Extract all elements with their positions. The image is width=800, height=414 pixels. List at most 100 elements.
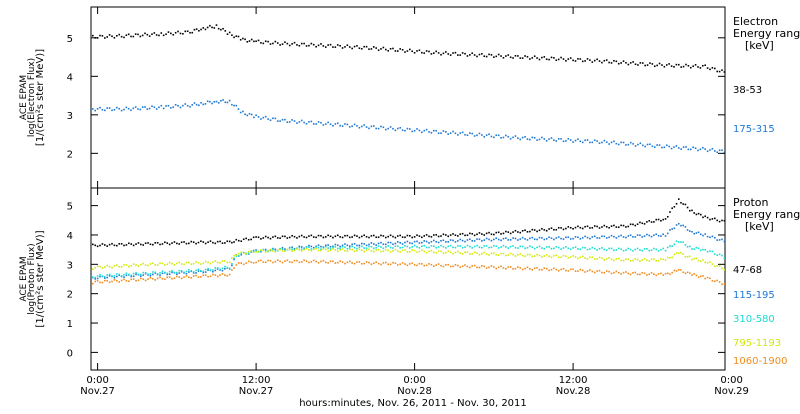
data-point xyxy=(260,250,262,253)
data-point xyxy=(639,273,641,276)
data-point xyxy=(106,36,109,38)
data-point xyxy=(437,132,440,135)
data-point xyxy=(144,264,147,266)
data-point xyxy=(529,237,531,240)
data-point xyxy=(685,63,687,66)
data-point xyxy=(680,251,682,254)
data-point xyxy=(418,235,421,237)
data-point xyxy=(567,226,570,228)
data-point xyxy=(509,239,512,241)
data-point xyxy=(461,239,464,242)
data-point xyxy=(142,244,145,246)
data-point xyxy=(296,237,298,239)
data-point xyxy=(192,241,195,243)
data-point xyxy=(688,209,691,212)
data-point xyxy=(267,236,269,239)
data-point xyxy=(481,240,483,242)
data-point xyxy=(135,279,137,282)
data-point xyxy=(629,260,632,262)
data-point xyxy=(231,34,233,36)
data-point xyxy=(562,58,565,60)
data-point xyxy=(713,236,716,239)
data-point xyxy=(267,40,269,43)
data-point xyxy=(649,143,651,146)
data-point xyxy=(269,248,272,251)
data-point xyxy=(574,246,577,248)
data-point xyxy=(353,243,356,245)
data-point xyxy=(533,136,536,139)
data-point xyxy=(615,142,618,145)
data-point xyxy=(502,267,505,269)
data-point xyxy=(387,235,389,238)
data-point xyxy=(706,235,709,238)
data-point xyxy=(704,148,706,150)
data-point xyxy=(711,235,714,238)
data-point xyxy=(152,277,154,280)
data-point xyxy=(99,244,101,247)
data-point xyxy=(132,35,135,38)
data-point xyxy=(96,265,99,268)
data-point xyxy=(221,273,224,275)
data-point xyxy=(666,246,669,249)
data-point xyxy=(706,67,709,69)
data-point xyxy=(125,280,128,282)
data-point xyxy=(252,262,255,264)
data-point xyxy=(423,52,426,54)
data-point xyxy=(192,275,195,277)
data-point xyxy=(375,127,377,130)
data-point xyxy=(149,243,152,246)
data-point xyxy=(387,249,389,252)
data-point xyxy=(380,234,382,237)
data-point xyxy=(276,259,279,262)
data-point xyxy=(675,270,678,272)
data-point xyxy=(221,269,224,272)
data-point xyxy=(274,250,277,253)
data-point xyxy=(686,246,689,248)
data-point xyxy=(536,238,538,241)
data-point xyxy=(613,271,615,274)
x-tick-label: Nov.28 xyxy=(556,386,591,397)
data-point xyxy=(185,270,188,273)
data-point xyxy=(565,227,567,230)
data-point xyxy=(286,42,289,45)
data-point xyxy=(118,243,121,245)
data-point xyxy=(661,146,663,149)
data-point xyxy=(274,117,277,120)
data-point xyxy=(353,234,356,237)
data-point xyxy=(180,277,183,280)
data-point xyxy=(220,28,222,31)
data-point xyxy=(260,42,262,44)
data-point xyxy=(608,247,610,250)
data-point xyxy=(334,243,337,246)
data-point xyxy=(135,264,137,266)
data-point xyxy=(541,56,543,59)
data-point xyxy=(284,248,286,250)
data-point xyxy=(320,43,322,45)
data-point xyxy=(404,244,406,247)
data-point xyxy=(164,278,166,281)
y-tick-label: 2 xyxy=(67,290,73,301)
data-point xyxy=(461,52,464,54)
x-tick-label: 12:00 xyxy=(242,375,271,386)
data-point xyxy=(709,250,711,252)
data-point xyxy=(401,243,404,245)
data-point xyxy=(298,249,301,251)
data-point xyxy=(562,254,565,257)
data-point xyxy=(377,127,380,130)
data-point xyxy=(464,234,466,237)
data-point xyxy=(250,250,252,252)
data-point xyxy=(144,106,146,108)
data-point xyxy=(255,250,257,252)
data-point xyxy=(125,264,128,266)
data-point xyxy=(488,133,490,135)
data-point xyxy=(437,235,440,238)
data-point xyxy=(586,248,589,251)
data-point xyxy=(500,252,502,255)
data-point xyxy=(377,242,380,245)
data-point xyxy=(392,47,394,50)
data-point xyxy=(521,230,524,232)
data-point xyxy=(517,55,519,57)
data-point xyxy=(363,247,365,249)
data-point xyxy=(260,259,262,262)
